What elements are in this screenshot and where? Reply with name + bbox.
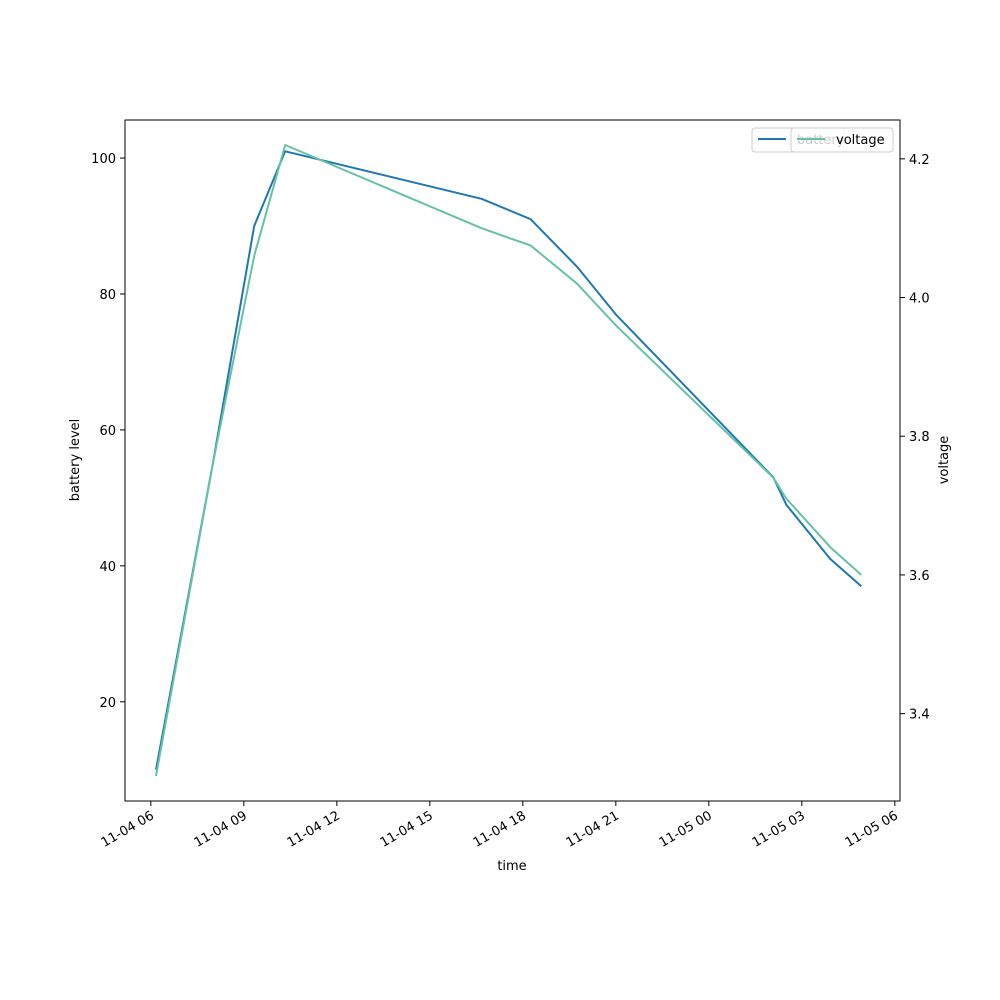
right-y-tick-label: 4.0 xyxy=(909,292,930,307)
plot-lines xyxy=(155,144,862,777)
left-y-tick-label: 40 xyxy=(99,560,116,575)
plot-frame xyxy=(124,119,901,802)
left-y-tick-label: 100 xyxy=(91,152,116,167)
left-y-axis-title: battery level xyxy=(68,419,83,502)
left-y-tick-label: 80 xyxy=(99,288,116,303)
right-y-tick-label: 4.2 xyxy=(909,153,930,168)
left-y-tick-label: 60 xyxy=(99,424,116,439)
right-y-axis: 3.4 3.6 3.8 4.0 4.2 xyxy=(900,153,930,723)
legend-voltage: voltage xyxy=(790,127,894,153)
right-y-axis-title: voltage xyxy=(937,436,952,485)
legend-voltage-label: voltage xyxy=(836,133,885,148)
series-line-voltage xyxy=(155,144,862,777)
series-line-battery xyxy=(155,150,862,770)
x-axis-title: time xyxy=(497,859,526,874)
legend-voltage-box xyxy=(790,127,894,153)
left-y-tick-label: 20 xyxy=(99,696,116,711)
left-y-axis: 20 40 60 80 100 xyxy=(91,152,125,711)
right-y-tick-label: 3.6 xyxy=(909,569,930,584)
right-y-tick-label: 3.8 xyxy=(909,430,930,445)
right-y-tick-label: 3.4 xyxy=(909,708,930,723)
